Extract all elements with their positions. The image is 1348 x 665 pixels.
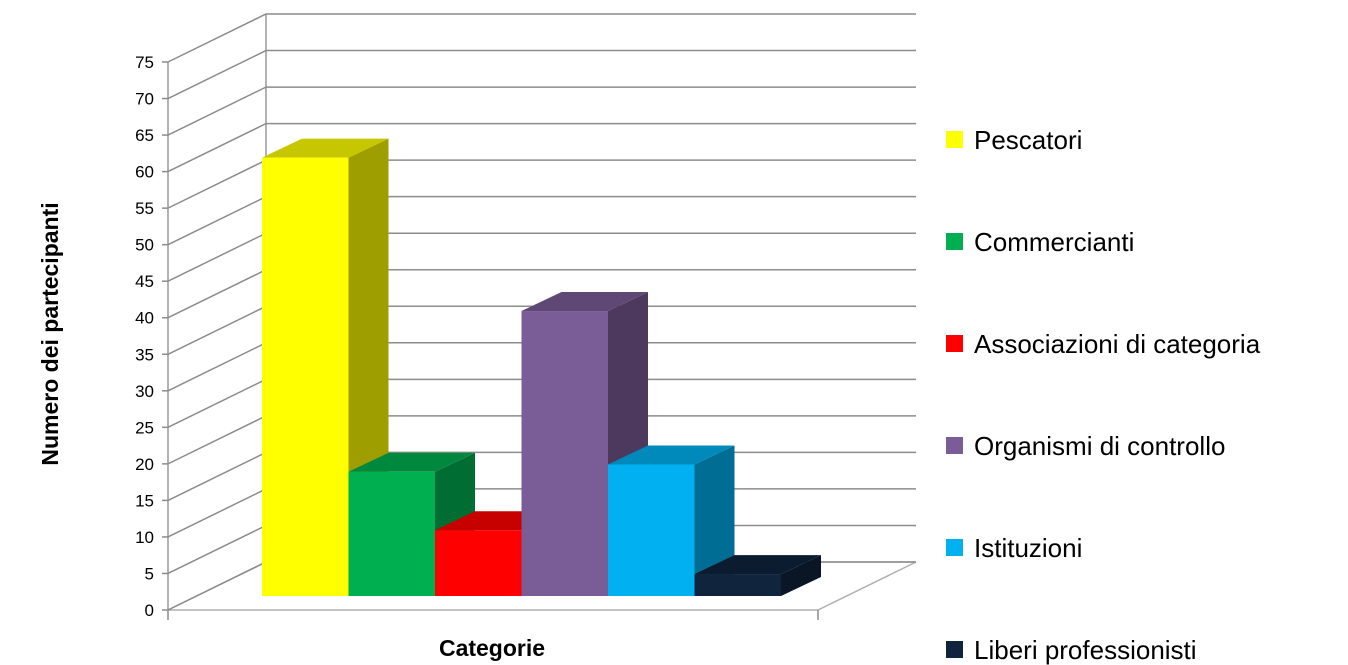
bar-side-face <box>694 445 735 596</box>
legend-label: Commercianti <box>974 227 1134 257</box>
y-axis-title: Numero dei partecipanti <box>37 202 63 465</box>
legend-label: Organismi di controllo <box>974 431 1225 461</box>
legend-item-6: Liberi professionisti <box>946 635 1197 665</box>
bar-front-face <box>348 471 435 596</box>
bar-6 <box>694 555 821 596</box>
bar-top-face <box>348 452 475 472</box>
x-axis-title: Categorie <box>439 635 545 661</box>
legend-item-1: Pescatori <box>946 125 1082 155</box>
legend-item-3: Associazioni di categoria <box>946 329 1261 359</box>
bar-top-face <box>694 555 821 575</box>
y-tick-label: 5 <box>145 564 154 583</box>
gridline <box>167 49 916 100</box>
bar-top-face <box>521 292 648 312</box>
gridline <box>167 122 916 173</box>
y-tick-label: 40 <box>135 309 154 328</box>
legend: Pescatori Commercianti Associazioni di cat… <box>946 125 1261 665</box>
gridline <box>167 13 916 63</box>
legend-swatch <box>946 437 963 454</box>
legend-label: Liberi professionisti <box>974 635 1197 665</box>
legend-item-2: Commercianti <box>946 227 1134 257</box>
legend-swatch <box>946 539 963 556</box>
y-tick-label: 10 <box>135 528 154 547</box>
y-tick-label: 65 <box>135 126 154 145</box>
legend-swatch <box>946 641 963 658</box>
bar-5 <box>608 445 735 596</box>
gridline <box>167 86 916 136</box>
y-tick-label: 25 <box>135 418 154 437</box>
y-tick-label: 20 <box>135 455 154 474</box>
legend-label: Associazioni di categoria <box>974 329 1261 359</box>
legend-swatch <box>946 131 963 148</box>
bar-front-face <box>435 530 522 596</box>
legend-swatch <box>946 233 963 250</box>
legend-label: Pescatori <box>974 125 1082 155</box>
y-tick-label: 75 <box>135 53 154 72</box>
bar-top-face <box>608 445 735 465</box>
y-tick-label: 35 <box>135 345 154 364</box>
legend-item-4: Organismi di controllo <box>946 431 1225 461</box>
bar-side-face <box>781 555 821 596</box>
y-tick-label: 15 <box>135 491 154 510</box>
y-tick-label: 55 <box>135 199 154 218</box>
y-tick-label: 0 <box>145 601 154 620</box>
y-tick-label: 50 <box>135 236 154 255</box>
bar-top-face <box>262 138 389 158</box>
legend-swatch <box>946 335 963 352</box>
bars <box>262 138 821 596</box>
y-tick-label: 45 <box>135 272 154 291</box>
y-tick-label: 30 <box>135 382 154 401</box>
legend-label: Istituzioni <box>974 533 1082 563</box>
y-tick-label: 70 <box>135 90 154 109</box>
bar-front-face <box>608 464 695 596</box>
bar-front-face <box>262 157 349 596</box>
y-tick-label: 60 <box>135 163 154 182</box>
legend-item-5: Istituzioni <box>946 533 1082 563</box>
bar-front-face <box>521 311 608 596</box>
bar-front-face <box>694 574 781 596</box>
y-axis-ticks: 0 5 10 15 20 25 30 35 40 45 50 55 60 65 70 75 <box>135 53 819 620</box>
